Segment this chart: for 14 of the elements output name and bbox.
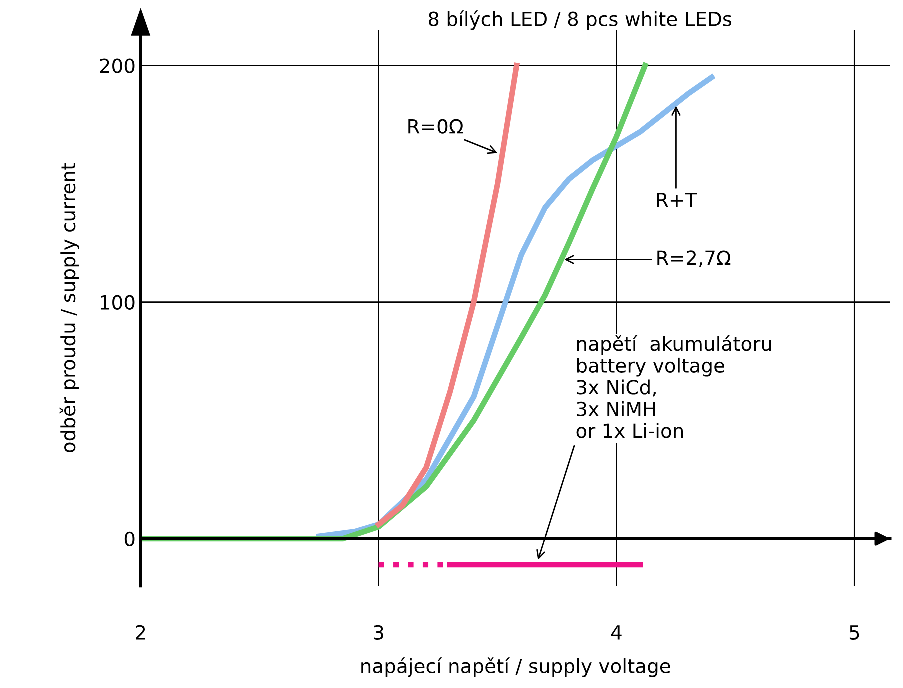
y-tick-label: 100 (101, 295, 135, 310)
annotation: R=2,7Ω (658, 250, 731, 268)
annotation: napětí akumulátoru battery voltage 3x NiCd, 3x NiMH or 1x Li-ion (576, 335, 772, 438)
x-tick-label: 5 (850, 626, 860, 640)
x-axis-title: napájecí napětí / supply voltage (362, 658, 670, 678)
x-tick-label: 2 (136, 625, 146, 640)
x-tick-label: 4 (612, 626, 622, 640)
y-tick-label: 200 (100, 58, 135, 74)
annotation: R=0Ω (408, 119, 464, 134)
y-tick-label: 0 (124, 532, 135, 547)
chart-title: 8 bílých LED / 8 pcs white LEDs (428, 10, 732, 30)
annotation: R+T (657, 192, 698, 208)
y-axis-title: odběr proudu / supply current (60, 163, 80, 453)
x-tick-label: 3 (374, 625, 384, 640)
